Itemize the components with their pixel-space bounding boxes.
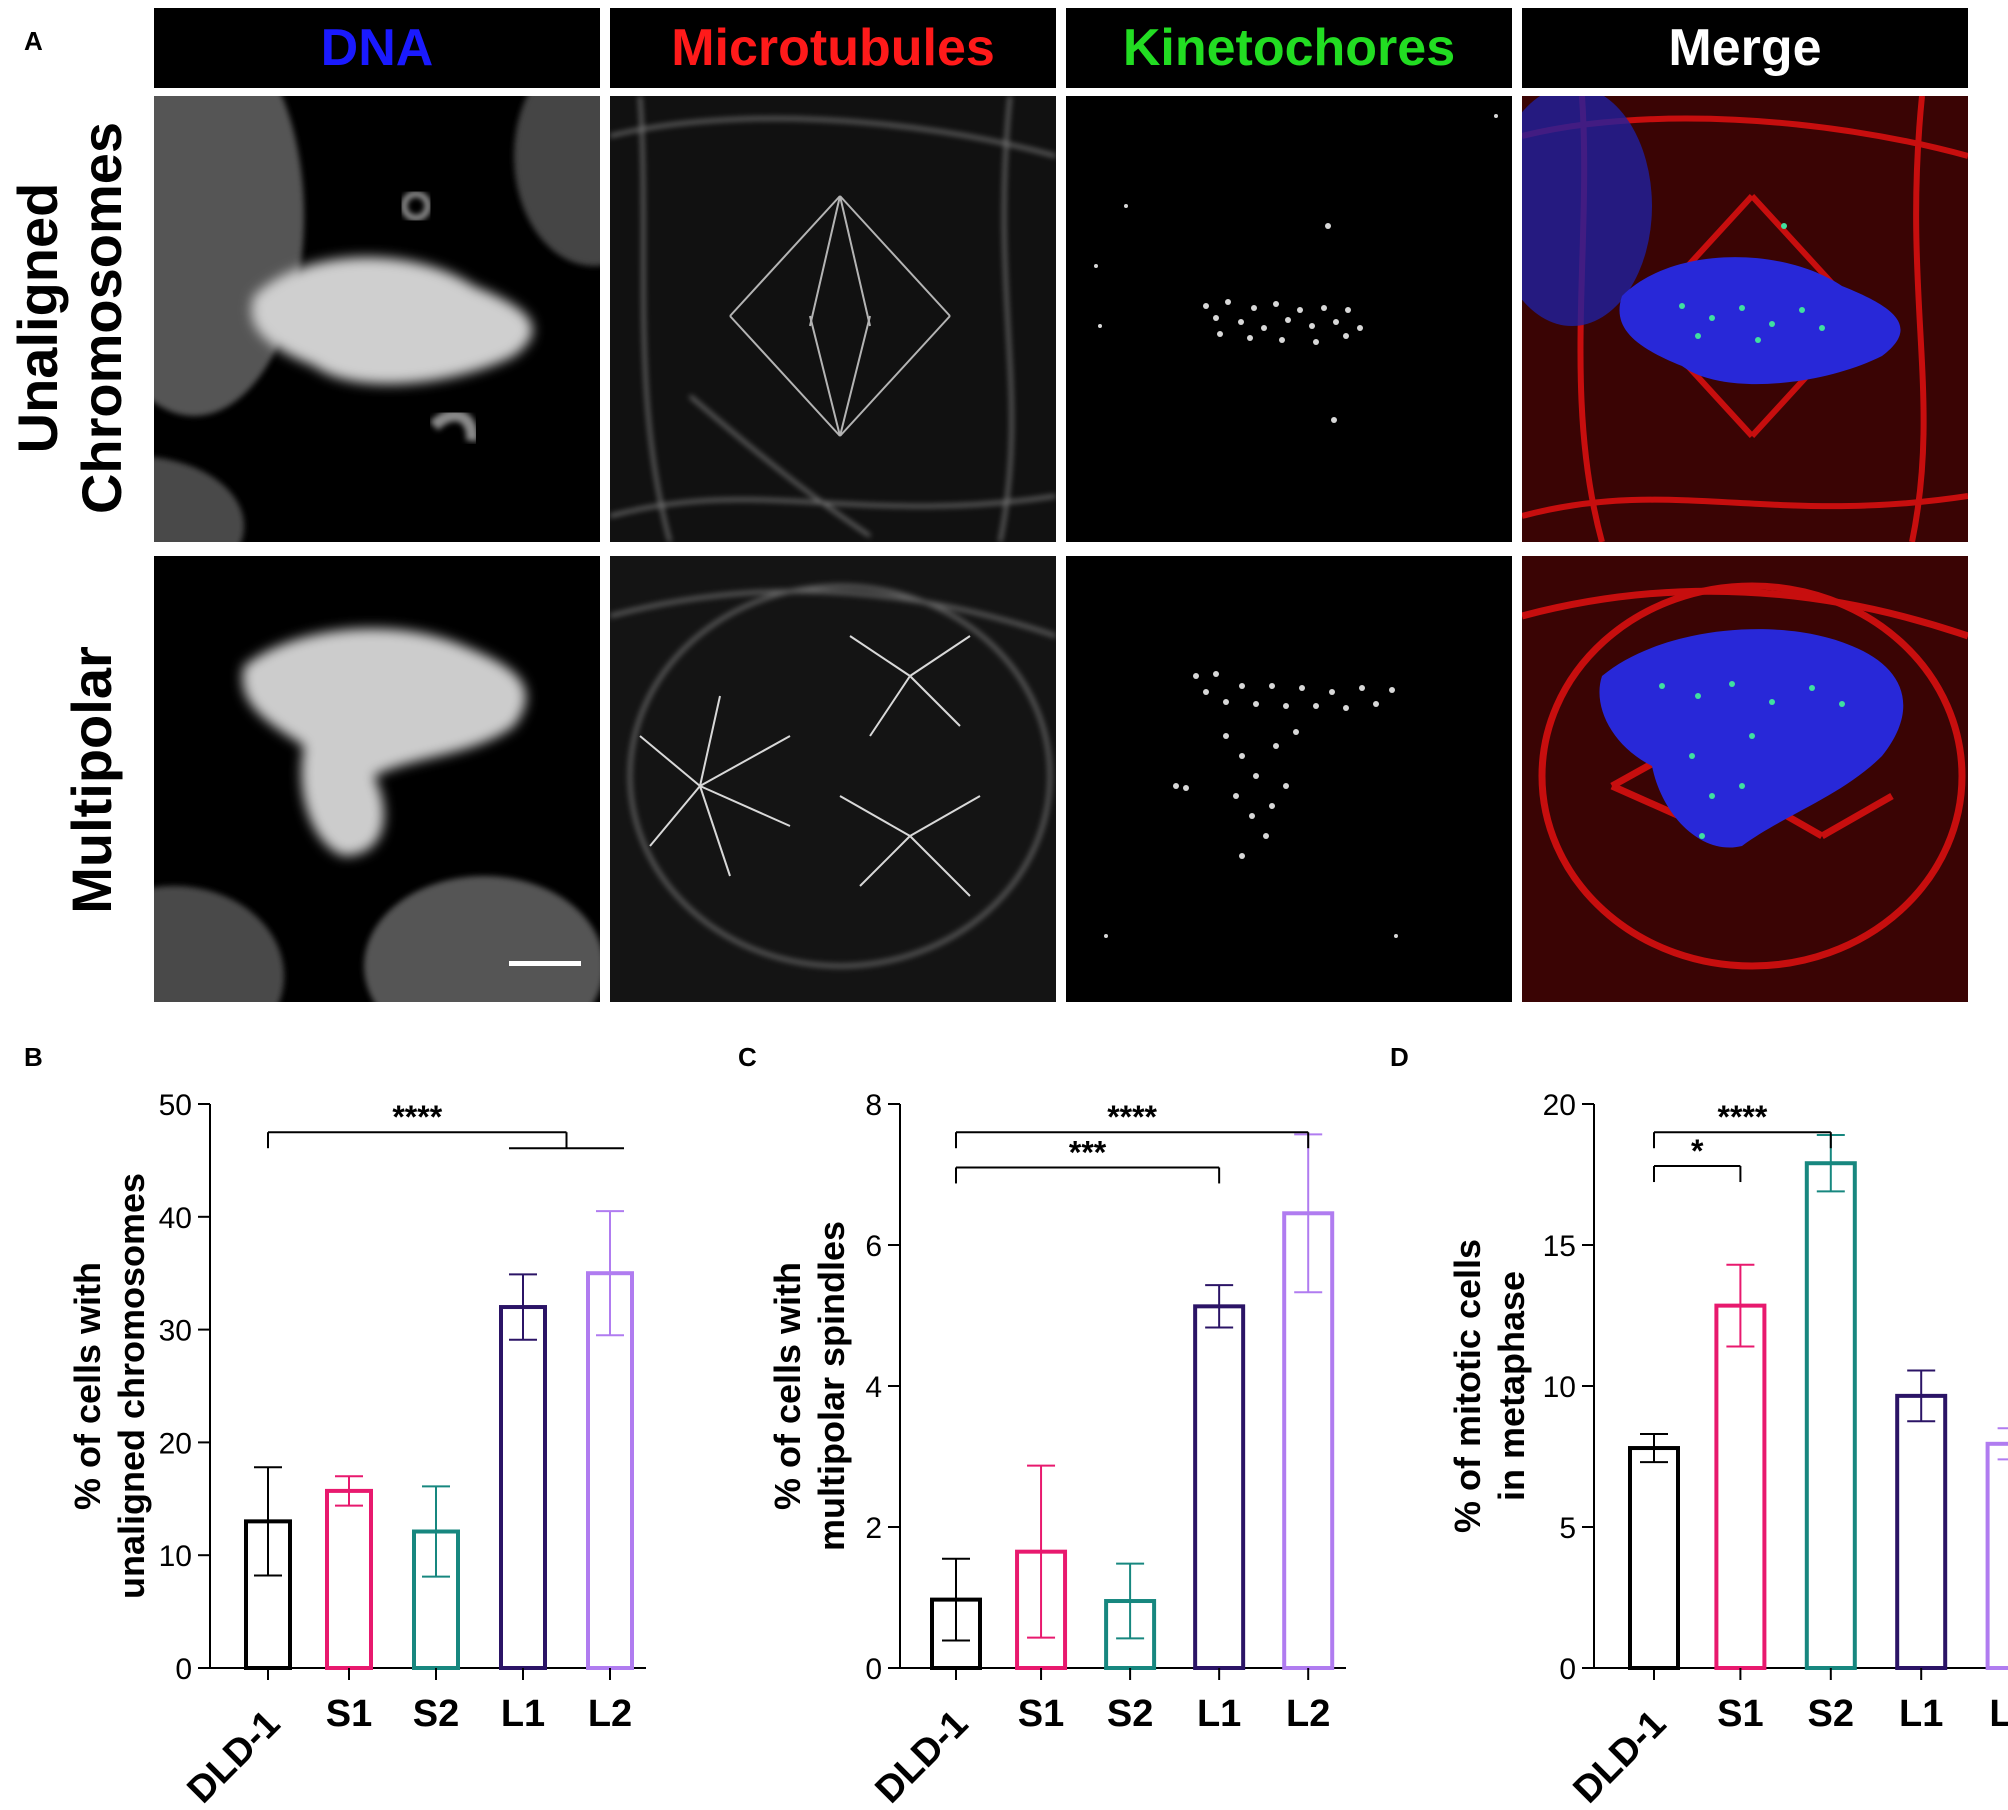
panel-b-letter: B [24, 1042, 43, 1072]
column-label-merge: Merge [1668, 19, 1822, 77]
kinetochores-multipolar-graphic [1066, 556, 1512, 1002]
column-header-merge: Merge [1522, 8, 1968, 88]
panel-a-letter: A [24, 26, 43, 56]
y-axis-label: % of cells with [767, 1262, 808, 1510]
dna-unaligned-graphic [154, 96, 600, 542]
panel-d-letter: D [1390, 1042, 1409, 1072]
merge-unaligned-micrograph [1522, 96, 1968, 542]
category-label-s1: S1 [1717, 1693, 1763, 1735]
chart-d: D 0 5 10 15 20 % of mitotic cells in metaphase D… [1390, 1042, 2008, 1810]
bar-l2 [1985, 1441, 2008, 1671]
category-label-s1: S1 [326, 1693, 372, 1735]
y-tick-label: 5 [1559, 1512, 1576, 1545]
dna-multipolar-micrograph [154, 556, 600, 1002]
y-tick-label: 8 [865, 1089, 882, 1122]
significance-label: **** [1717, 1099, 1767, 1135]
y-tick-label: 10 [159, 1540, 192, 1573]
category-label-s2: S2 [413, 1693, 459, 1735]
category-label-dld-1: DLD-1 [1566, 1703, 1675, 1810]
y-tick-label: 30 [159, 1315, 192, 1348]
scale-bar [509, 961, 581, 966]
kinetochores-unaligned-graphic [1066, 96, 1512, 542]
y-tick-label: 0 [1559, 1653, 1576, 1686]
row-label-unaligned-line1: Unaligned [6, 182, 69, 454]
chart-c: C 0 2 4 6 8 % of cells with multipolar spindles… [738, 1042, 1346, 1810]
significance-label: **** [392, 1099, 442, 1135]
bar-dld-1 [1628, 1446, 1680, 1671]
bar-l1 [1193, 1304, 1246, 1670]
microtubules-unaligned-micrograph [610, 96, 1056, 542]
category-label-s2: S2 [1808, 1693, 1854, 1735]
bar-l1 [499, 1305, 547, 1671]
column-label-kinetochores: Kinetochores [1122, 19, 1456, 77]
column-label-dna: DNA [320, 19, 434, 77]
y-axis-label: % of cells with [67, 1262, 108, 1510]
row-label-unaligned-line2: Chromosomes [70, 121, 133, 515]
category-label-s2: S2 [1107, 1693, 1153, 1735]
merge-multipolar-micrograph [1522, 556, 1968, 1002]
y-tick-label: 20 [1543, 1089, 1576, 1122]
bar-s1 [325, 1488, 373, 1671]
y-tick-label: 20 [159, 1427, 192, 1460]
category-label-l2: L2 [1286, 1693, 1330, 1735]
dna-unaligned-micrograph [154, 96, 600, 542]
category-label-s1: S1 [1018, 1693, 1064, 1735]
bar-s1 [1714, 1303, 1767, 1670]
column-label-microtubules: Microtubules [671, 19, 995, 77]
y-axis-label: in metaphase [1491, 1271, 1532, 1501]
y-tick-label: 40 [159, 1202, 192, 1235]
y-tick-label: 6 [865, 1230, 882, 1263]
kinetochores-unaligned-micrograph [1066, 96, 1512, 542]
bar-l1 [1895, 1393, 1948, 1670]
bar-s2 [1804, 1161, 1857, 1670]
category-label-l1: L1 [1899, 1693, 1943, 1735]
chart-b: B 0 10 20 30 40 50 % of cells with unaligned chr… [24, 1042, 646, 1810]
microtubules-multipolar-graphic [610, 556, 1056, 1002]
y-tick-label: 2 [865, 1512, 882, 1545]
column-header-microtubules: Microtubules [610, 8, 1056, 88]
row-label-unaligned: Unaligned Chromosomes [6, 122, 134, 514]
category-label-l2: L2 [1989, 1693, 2008, 1735]
significance-label: **** [1107, 1099, 1157, 1135]
dna-multipolar-graphic [154, 556, 600, 1002]
category-label-l1: L1 [501, 1693, 545, 1735]
y-tick-label: 4 [865, 1371, 882, 1404]
significance-label: *** [1069, 1134, 1107, 1170]
row-label-multipolar-line1: Multipolar [60, 646, 123, 914]
significance-label: * [1691, 1133, 1704, 1169]
y-tick-label: 50 [159, 1089, 192, 1122]
y-axis-label: % of mitotic cells [1447, 1239, 1488, 1533]
y-tick-label: 15 [1543, 1230, 1576, 1263]
category-label-dld-1: DLD-1 [868, 1703, 977, 1810]
merge-multipolar-graphic [1522, 556, 1968, 1002]
column-header-kinetochores: Kinetochores [1066, 8, 1512, 88]
microtubules-unaligned-graphic [610, 96, 1056, 542]
y-axis-label: unaligned chromosomes [111, 1173, 152, 1599]
column-header-dna: DNA [154, 8, 600, 88]
panel-c-letter: C [738, 1042, 757, 1072]
category-label-dld-1: DLD-1 [180, 1703, 289, 1810]
y-tick-label: 10 [1543, 1371, 1576, 1404]
merge-unaligned-graphic [1522, 96, 1968, 542]
y-tick-label: 0 [865, 1653, 882, 1686]
kinetochores-multipolar-micrograph [1066, 556, 1512, 1002]
category-label-l2: L2 [588, 1693, 632, 1735]
microtubules-multipolar-micrograph [610, 556, 1056, 1002]
category-label-l1: L1 [1197, 1693, 1241, 1735]
y-axis-label: multipolar spindles [811, 1221, 852, 1551]
row-label-multipolar: Multipolar [60, 646, 124, 914]
y-tick-label: 0 [175, 1653, 192, 1686]
